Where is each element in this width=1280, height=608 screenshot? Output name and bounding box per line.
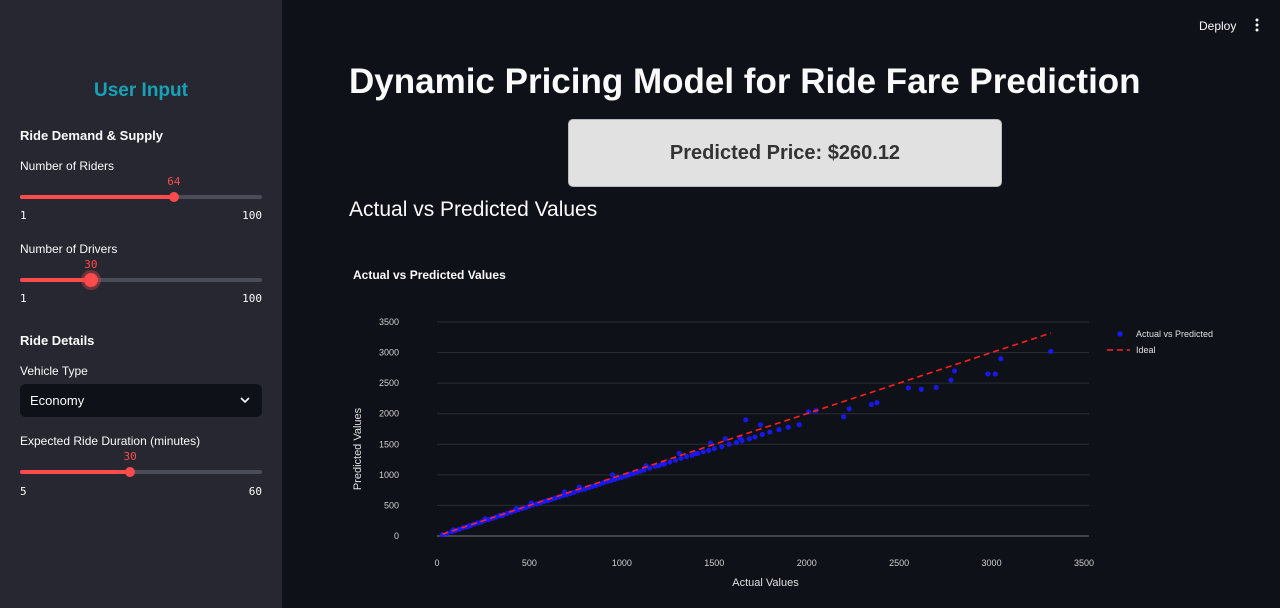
x-tick-label: 2500 — [889, 558, 909, 568]
data-point — [672, 457, 679, 463]
x-tick-label: 1000 — [612, 558, 632, 568]
riders-min: 1 — [20, 209, 27, 222]
x-tick-label: 1500 — [704, 558, 724, 568]
legend-label-ideal: Ideal — [1136, 345, 1156, 355]
drivers-slider-thumb[interactable] — [83, 273, 98, 287]
data-point — [948, 377, 954, 383]
section-ride-details: Ride Details — [20, 333, 95, 348]
data-point — [776, 427, 782, 433]
data-point — [719, 444, 725, 450]
x-tick-label: 0 — [434, 558, 439, 568]
deploy-button[interactable]: Deploy — [1199, 19, 1237, 33]
duration-slider-thumb[interactable] — [125, 467, 136, 477]
riders-slider-thumb[interactable] — [168, 192, 179, 202]
data-point — [933, 384, 939, 391]
data-point — [733, 439, 740, 446]
data-point — [992, 371, 998, 377]
sidebar-title: User Input — [94, 80, 188, 101]
more-options-icon[interactable] — [1250, 16, 1264, 34]
y-tick-label: 2500 — [379, 378, 399, 388]
data-point — [1048, 348, 1054, 354]
scatter-chart: 0 500 1000 1500 2000 2500 3000 3500 0 500 1000 1500… — [352, 317, 1213, 589]
data-point — [678, 455, 684, 461]
data-point — [868, 401, 875, 408]
data-point — [465, 523, 472, 529]
data-point — [513, 505, 520, 512]
data-point — [746, 436, 753, 442]
data-point — [841, 414, 847, 420]
riders-slider-fill — [20, 195, 174, 199]
drivers-max: 100 — [242, 292, 262, 305]
x-tick-label: 3500 — [1074, 558, 1094, 568]
data-point — [683, 453, 690, 460]
drivers-value: 30 — [84, 258, 98, 271]
data-point — [874, 400, 880, 406]
data-point — [905, 385, 911, 391]
drivers-min: 1 — [20, 292, 27, 305]
data-point — [918, 386, 924, 392]
x-tick-label: 3000 — [982, 558, 1002, 568]
chart-title: Actual vs Predicted Values — [353, 268, 506, 282]
riders-value: 64 — [167, 175, 181, 188]
data-point — [667, 459, 673, 465]
y-tick-label: 1000 — [379, 470, 399, 480]
x-tick-label: 500 — [522, 558, 537, 568]
vehicle-type-select[interactable]: Economy — [20, 384, 262, 417]
data-point — [952, 368, 958, 374]
data-point — [711, 445, 717, 452]
y-tick-label: 2000 — [379, 409, 399, 419]
vehicle-type-value: Economy — [30, 393, 85, 408]
y-tick-label: 1500 — [379, 439, 399, 449]
legend-label-actual: Actual vs Predicted — [1136, 329, 1213, 339]
chevron-down-icon — [240, 397, 250, 404]
data-point — [700, 449, 706, 455]
predicted-price-box: Predicted Price: $260.12 — [568, 119, 1002, 187]
data-point — [706, 447, 712, 453]
data-point — [846, 406, 852, 412]
data-point — [767, 429, 773, 435]
duration-max: 60 — [248, 485, 262, 498]
data-point — [796, 422, 802, 428]
drivers-slider-fill — [20, 278, 91, 282]
data-point — [610, 472, 616, 478]
ideal-line — [442, 332, 1051, 535]
data-point — [757, 422, 764, 428]
data-point — [743, 417, 749, 423]
y-axis-label: Predicted Values — [352, 407, 364, 490]
data-point — [785, 424, 791, 430]
y-tick-label: 3500 — [379, 317, 399, 327]
page-title: Dynamic Pricing Model for Ride Fare Pred… — [349, 62, 1141, 101]
drivers-slider[interactable]: 30 — [20, 258, 262, 287]
data-point — [561, 489, 568, 495]
x-axis-label: Actual Values — [732, 577, 799, 589]
riders-label: Number of Riders — [20, 159, 115, 173]
drivers-label: Number of Drivers — [20, 242, 118, 256]
data-point — [726, 441, 732, 447]
legend-marker-actual — [1117, 331, 1123, 337]
y-tick-label: 3000 — [379, 348, 399, 358]
duration-slider-fill — [20, 470, 131, 474]
riders-max: 100 — [242, 209, 262, 222]
y-tick-label: 500 — [384, 500, 399, 510]
predicted-price-text: Predicted Price: $260.12 — [669, 141, 901, 164]
data-point — [693, 450, 699, 457]
duration-label: Expected Ride Duration (minutes) — [20, 434, 201, 448]
data-point — [646, 465, 653, 471]
data-point — [722, 436, 728, 442]
sidebar: User Input Ride Demand & Supply Number o… — [0, 0, 282, 608]
duration-value: 30 — [123, 450, 137, 463]
section-title: Actual vs Predicted Values — [349, 198, 598, 221]
data-point — [998, 356, 1004, 362]
section-demand-supply: Ride Demand & Supply — [20, 128, 164, 143]
data-point — [752, 434, 758, 440]
duration-slider[interactable]: 30 — [20, 450, 262, 477]
vehicle-type-label: Vehicle Type — [20, 364, 88, 378]
duration-min: 5 — [20, 485, 27, 498]
y-tick-label: 0 — [394, 531, 399, 541]
riders-slider[interactable]: 64 — [20, 175, 262, 202]
data-point — [985, 371, 991, 377]
x-tick-label: 2000 — [797, 558, 817, 568]
data-point — [759, 431, 765, 438]
